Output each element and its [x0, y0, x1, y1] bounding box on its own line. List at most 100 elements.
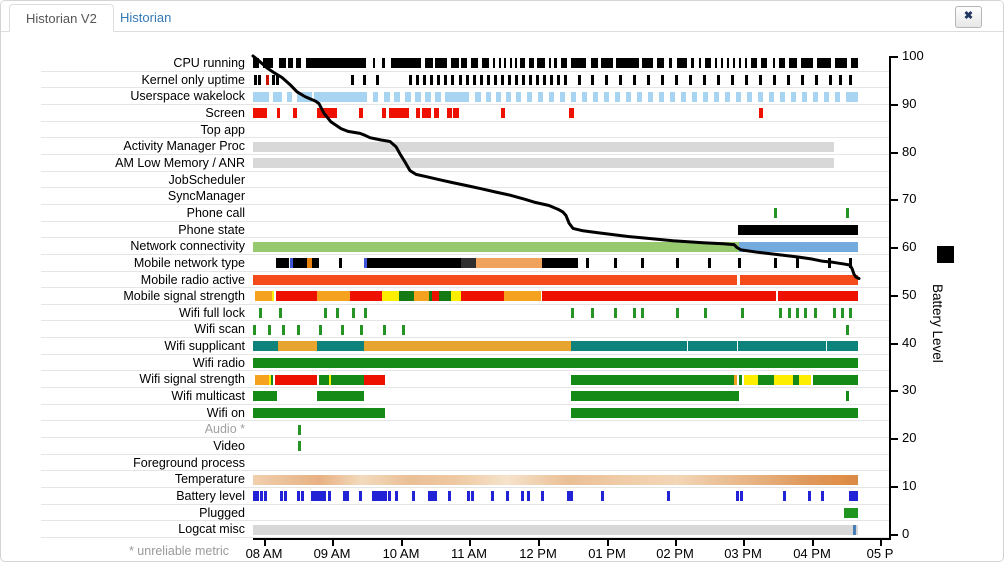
segment-phone-call — [846, 208, 849, 219]
row-label-syncmanager: SyncManager — [167, 189, 245, 204]
segment-kernel-only-uptime — [829, 74, 832, 85]
segment-wifi-signal-strength — [813, 374, 858, 385]
row-separator — [41, 453, 889, 455]
segment-userspace-wakelock — [486, 91, 491, 102]
segment-cpu-running — [510, 58, 512, 69]
segment-wifi-supplicant — [738, 341, 826, 352]
segment-logcat-misc — [853, 524, 856, 535]
segment-kernel-only-uptime — [689, 74, 692, 85]
segment-userspace-wakelock — [714, 91, 719, 102]
segment-kernel-only-uptime — [591, 74, 594, 85]
segment-wifi-supplicant — [688, 341, 737, 352]
segment-userspace-wakelock — [560, 91, 565, 102]
segment-screen — [434, 108, 439, 119]
x-axis-tick — [880, 540, 882, 546]
segment-kernel-only-uptime — [254, 74, 257, 85]
tab-bar: Historian V2 Historian ✖ — [1, 1, 1003, 32]
segment-battery-level — [314, 491, 317, 502]
segment-cpu-running — [561, 58, 567, 69]
segment-cpu-running — [373, 58, 375, 69]
y-axis-line — [889, 56, 891, 539]
segment-screen — [453, 108, 459, 119]
segment-userspace-wakelock — [813, 91, 818, 102]
segment-cpu-running — [851, 58, 858, 69]
y-axis-tick-label: 10 — [902, 477, 917, 493]
segment-kernel-only-uptime — [773, 74, 776, 85]
segment-userspace-wakelock — [769, 91, 774, 102]
segment-wifi-scan — [319, 324, 322, 335]
segment-wifi-supplicant — [571, 341, 687, 352]
segment-wifi-full-lock — [279, 308, 282, 319]
segment-cpu-running — [263, 58, 273, 69]
segment-kernel-only-uptime — [543, 74, 546, 85]
segment-wifi-signal-strength — [799, 374, 811, 385]
segment-battery-level — [372, 491, 375, 502]
segment-cpu-running — [616, 58, 639, 69]
segment-wifi-full-lock — [704, 308, 707, 319]
segment-cpu-running — [554, 58, 557, 69]
row-label-jobscheduler: JobScheduler — [168, 172, 245, 187]
segment-mobile-signal-strength — [429, 291, 432, 302]
x-axis-tick-label: 11 AM — [451, 546, 487, 561]
segment-wifi-scan — [253, 324, 256, 335]
segment-cpu-running — [677, 58, 687, 69]
segment-battery-level — [343, 491, 346, 502]
segment-mobile-network-type — [849, 258, 852, 269]
segment-wifi-supplicant — [253, 341, 278, 352]
segment-kernel-only-uptime — [459, 74, 462, 85]
y-axis-tick — [891, 294, 898, 297]
tab-historian-v2[interactable]: Historian V2 — [9, 4, 114, 32]
segment-wifi-full-lock — [633, 308, 636, 319]
segment-cpu-running — [391, 58, 421, 69]
segment-mobile-network-type — [290, 258, 293, 269]
close-icon[interactable]: ✖ — [955, 6, 982, 28]
segment-screen — [359, 108, 363, 119]
segment-wifi-scan — [282, 324, 285, 335]
segment-userspace-wakelock — [373, 91, 378, 102]
row-separator — [41, 137, 889, 139]
segment-screen — [759, 108, 763, 119]
segment-userspace-wakelock — [659, 91, 664, 102]
segment-wifi-full-lock — [741, 308, 744, 319]
segment-wifi-full-lock — [804, 308, 807, 319]
row-separator — [41, 503, 889, 505]
segment-battery-level — [849, 491, 852, 502]
segment-kernel-only-uptime — [578, 74, 581, 85]
segment-wifi-signal-strength — [571, 374, 734, 385]
segment-userspace-wakelock — [253, 91, 269, 102]
segment-userspace-wakelock — [747, 91, 752, 102]
segment-cpu-running — [471, 58, 478, 69]
segment-mobile-signal-strength — [414, 291, 429, 302]
segment-userspace-wakelock — [846, 91, 858, 102]
segment-userspace-wakelock — [681, 91, 686, 102]
segment-kernel-only-uptime — [437, 74, 440, 85]
row-separator — [41, 70, 889, 72]
segment-kernel-only-uptime — [703, 74, 706, 85]
x-axis-tick-label: 05 P — [866, 546, 894, 561]
row-separator — [41, 337, 889, 339]
segment-battery-level — [323, 491, 326, 502]
segment-userspace-wakelock — [425, 91, 431, 102]
row-separator — [41, 103, 889, 105]
segment-wifi-on — [253, 408, 385, 419]
segment-kernel-only-uptime — [675, 74, 678, 85]
segment-wifi-signal-strength — [255, 374, 269, 385]
segment-mobile-network-type — [476, 258, 542, 269]
segment-battery-level — [855, 491, 858, 502]
segment-kernel-only-uptime — [787, 74, 790, 85]
segment-mobile-signal-strength — [382, 291, 399, 302]
tab-historian[interactable]: Historian — [120, 10, 172, 25]
x-axis-tick — [538, 540, 540, 546]
row-label-wifi-scan: Wifi scan — [194, 322, 245, 337]
y-axis-tick-label: 40 — [902, 334, 917, 350]
segment-userspace-wakelock — [615, 91, 620, 102]
segment-cpu-running — [601, 58, 613, 69]
segment-kernel-only-uptime — [258, 74, 261, 85]
segment-kernel-only-uptime — [266, 74, 269, 85]
row-label-foreground-process: Foreground process — [133, 455, 245, 470]
row-separator — [41, 220, 889, 222]
y-axis-tick — [891, 438, 898, 440]
segment-mobile-signal-strength — [272, 291, 274, 302]
segment-kernel-only-uptime — [376, 74, 379, 85]
